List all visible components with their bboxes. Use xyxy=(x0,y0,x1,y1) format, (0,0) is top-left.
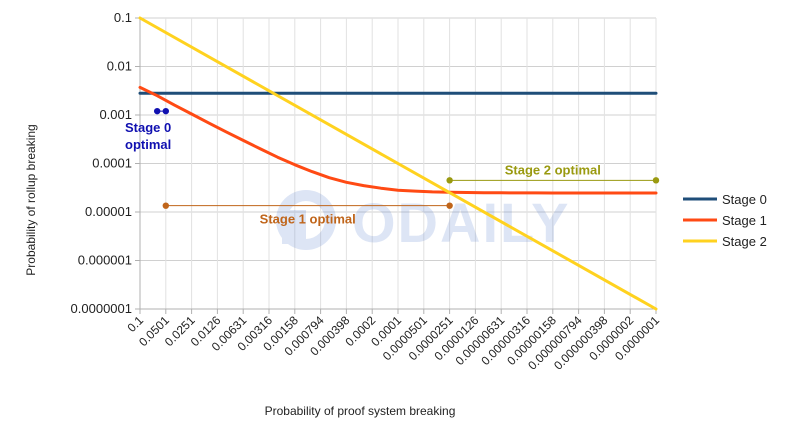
legend-label: Stage 0 xyxy=(722,192,767,207)
x-axis-title: Probability of proof system breaking xyxy=(265,404,456,418)
legend: Stage 0 Stage 1 Stage 2 xyxy=(683,192,767,249)
legend-label: Stage 1 xyxy=(722,213,767,228)
series-lines xyxy=(138,16,658,311)
y-axis-title: Probability of rollup breaking xyxy=(24,124,38,275)
watermark-text: ODAILY xyxy=(352,191,570,254)
y-tick-label: 0.0000001 xyxy=(71,301,132,316)
y-tick-label: 0.000001 xyxy=(78,253,132,268)
y-tick-label: 0.1 xyxy=(114,10,132,25)
watermark-logo xyxy=(276,190,336,250)
legend-label: Stage 2 xyxy=(722,234,767,249)
y-tick-label: 0.01 xyxy=(107,59,132,74)
y-tick-label: 0.0001 xyxy=(92,156,132,171)
annotations: Stage 0 optimal Stage 1 optimal Stage 2 opt… xyxy=(125,107,660,227)
annotation-stage-0-start-marker xyxy=(153,107,161,115)
annotation-stage-1-end-marker xyxy=(446,202,453,209)
gridlines xyxy=(135,17,657,314)
watermark: ODAILY xyxy=(276,190,570,254)
annotation-stage-0-label: Stage 0 xyxy=(125,120,171,135)
x-axis-ticks: 0.10.05010.02510.01260.006310.003160.001… xyxy=(124,313,662,373)
annotation-stage-2-label: Stage 2 optimal xyxy=(505,162,601,177)
y-axis-ticks: 0.1 0.01 0.001 0.0001 0.00001 0.000001 0.00000… xyxy=(71,10,132,316)
series-line-stage-1 xyxy=(138,85,658,195)
y-tick-label: 0.00001 xyxy=(85,204,132,219)
annotation-stage-2-end-marker xyxy=(652,177,660,184)
annotation-stage-1-start-marker xyxy=(162,202,170,209)
annotation-stage-0-end-marker xyxy=(162,107,170,115)
annotation-stage-2-start-marker xyxy=(446,177,453,184)
y-tick-label: 0.001 xyxy=(99,107,132,122)
annotation-stage-0-label: optimal xyxy=(125,137,171,152)
annotation-stage-1-label: Stage 1 optimal xyxy=(260,212,356,227)
series-line-stage-2 xyxy=(138,16,658,311)
